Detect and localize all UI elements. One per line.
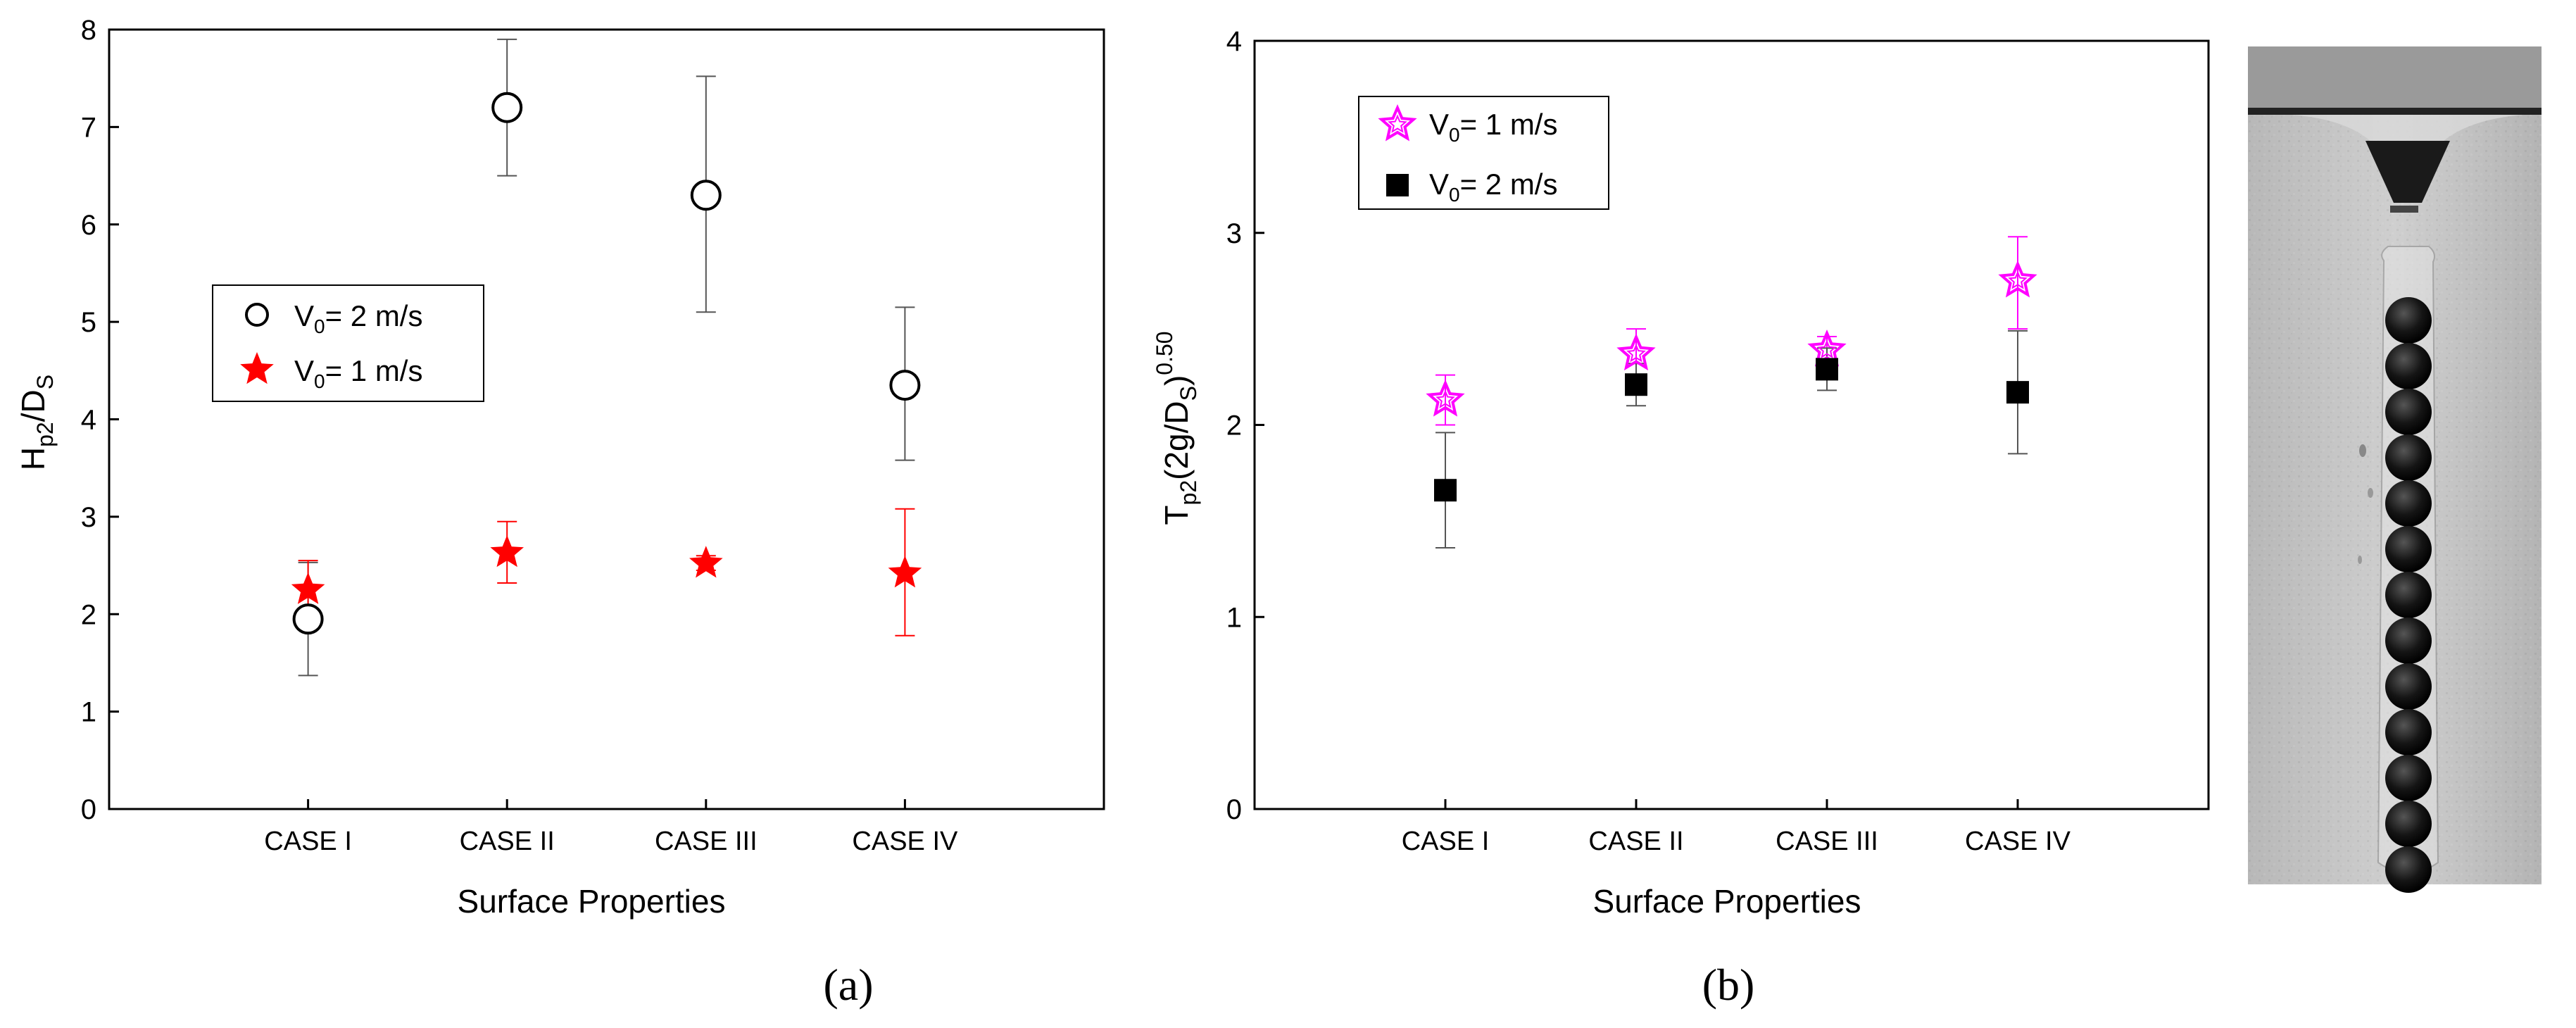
chart-b-y-axis-title: Tp2(2g/DS)0.50: [1152, 331, 1201, 525]
ball: [2385, 434, 2432, 481]
panel-label-b: (b): [1702, 960, 1755, 1010]
data-point-s1-0: [1434, 479, 1457, 502]
ball: [2385, 709, 2432, 756]
chart-b-x-axis-title: Surface Properties: [1593, 883, 1861, 920]
y-tick-label: 6: [81, 210, 96, 241]
droplet: [2368, 488, 2373, 498]
data-point-s1-2: [689, 546, 723, 578]
data-point-s0-1: [1616, 333, 1656, 371]
data-point-s1-1: [490, 535, 524, 568]
chart-b-axes: 0 1 2 3 4 CASE I CASE II CASE III CASE IV: [1226, 26, 2071, 856]
ball-chain: [2385, 297, 2432, 893]
y-tick-label: 2: [1226, 410, 1242, 441]
droplet: [2358, 556, 2362, 564]
legend-magenta-star-icon: [1378, 104, 1417, 142]
y-tick-label: 3: [1226, 218, 1242, 249]
drop-chain-photo: [2248, 46, 2542, 893]
y-tick-label: 4: [1226, 26, 1242, 57]
ball: [2385, 343, 2432, 389]
nozzle: [2365, 141, 2450, 203]
legend-star-shape-inner: [1388, 114, 1407, 133]
ball: [2385, 389, 2432, 435]
data-point-s1-3: [2006, 381, 2029, 404]
chart-a: 0 1 2 3 4 5 6 7 8 CASE I CASE II CASE III CASE IV Hp…: [15, 15, 1105, 1010]
data-point-s0-1-inner: [1626, 344, 1646, 363]
y-tick-label: 0: [81, 794, 96, 825]
y-tick-label: 0: [1226, 794, 1242, 825]
y-tick-label: 3: [81, 502, 96, 533]
chart-b-legend-label-1: V0= 1 m/s: [1429, 108, 1557, 146]
ball: [2385, 297, 2432, 344]
ball: [2385, 526, 2432, 572]
chart-a-legend-label-2: V0= 1 m/s: [294, 354, 422, 392]
y-tick-label: 5: [81, 307, 96, 338]
y-tick-label: 1: [81, 697, 96, 728]
data-point-s0-3-inner: [2008, 270, 2028, 289]
legend-square-icon: [1386, 174, 1409, 196]
ball: [2385, 572, 2432, 618]
chart-a-x-axis-title: Surface Properties: [458, 883, 726, 920]
data-point-s1-2: [1816, 358, 1838, 381]
y-tick-label: 4: [81, 405, 96, 436]
data-point-s0-0: [292, 603, 324, 635]
ball: [2385, 846, 2432, 893]
data-point-s0-2: [1807, 330, 1847, 367]
droplet: [2359, 444, 2366, 457]
data-point-s0-1: [491, 92, 523, 123]
data-point-s1-1: [1625, 373, 1647, 396]
chart-a-marks: [291, 38, 922, 677]
x-tick-label: CASE IV: [1965, 827, 2071, 856]
ball: [2385, 801, 2432, 847]
chart-b-marks: [1426, 236, 2037, 549]
chart-a-legend: V0= 2 m/s V0= 1 m/s: [212, 284, 484, 402]
data-point-s0-0: [1426, 379, 1465, 417]
x-tick-label: CASE III: [655, 827, 758, 856]
x-tick-label: CASE II: [460, 827, 555, 856]
x-tick-label: CASE I: [1402, 827, 1490, 856]
legend-open-circle-icon: [245, 303, 269, 327]
chart-b: 0 1 2 3 4 CASE I CASE II CASE III CASE IV Tp2(2g…: [1152, 26, 2210, 1010]
data-point-s0-2: [690, 180, 722, 211]
data-point-s1-0: [291, 572, 325, 604]
ball: [2385, 755, 2432, 801]
y-tick-label: 2: [81, 599, 96, 630]
chart-b-legend-label-2: V0= 2 m/s: [1429, 168, 1557, 206]
chart-a-legend-label-1: V0= 2 m/s: [294, 299, 422, 337]
legend-star-shape: [240, 352, 274, 384]
y-tick-label: 8: [81, 15, 96, 46]
legend-star-shape: [1378, 104, 1417, 142]
data-point-s0-3: [1998, 260, 2037, 298]
data-point-s1-3: [888, 556, 922, 588]
chart-b-legend: V0= 1 m/s V0= 2 m/s: [1358, 96, 1609, 210]
surface-line: [2248, 108, 2542, 115]
y-tick-label: 7: [81, 112, 96, 143]
ball: [2385, 618, 2432, 664]
legend-red-star-icon: [240, 352, 274, 384]
x-tick-label: CASE I: [264, 827, 352, 856]
data-point-s0-3: [889, 370, 921, 401]
ball: [2385, 480, 2432, 527]
chart-a-axes: 0 1 2 3 4 5 6 7 8 CASE I CASE II CASE III CASE IV: [81, 15, 958, 856]
x-tick-label: CASE III: [1776, 827, 1878, 856]
panel-label-a: (a): [823, 960, 873, 1010]
chart-a-y-axis-title: Hp2/DS: [15, 375, 58, 470]
x-tick-label: CASE IV: [852, 827, 958, 856]
chart-a-plot-frame: [108, 28, 1105, 810]
ball: [2385, 663, 2432, 710]
data-point-s0-2-inner: [1817, 339, 1837, 358]
y-tick-label: 1: [1226, 602, 1242, 633]
x-tick-label: CASE II: [1588, 827, 1683, 856]
photo-top-shade: [2248, 46, 2542, 110]
nozzle-thread: [2390, 206, 2418, 213]
data-point-s0-0-inner: [1435, 389, 1455, 408]
